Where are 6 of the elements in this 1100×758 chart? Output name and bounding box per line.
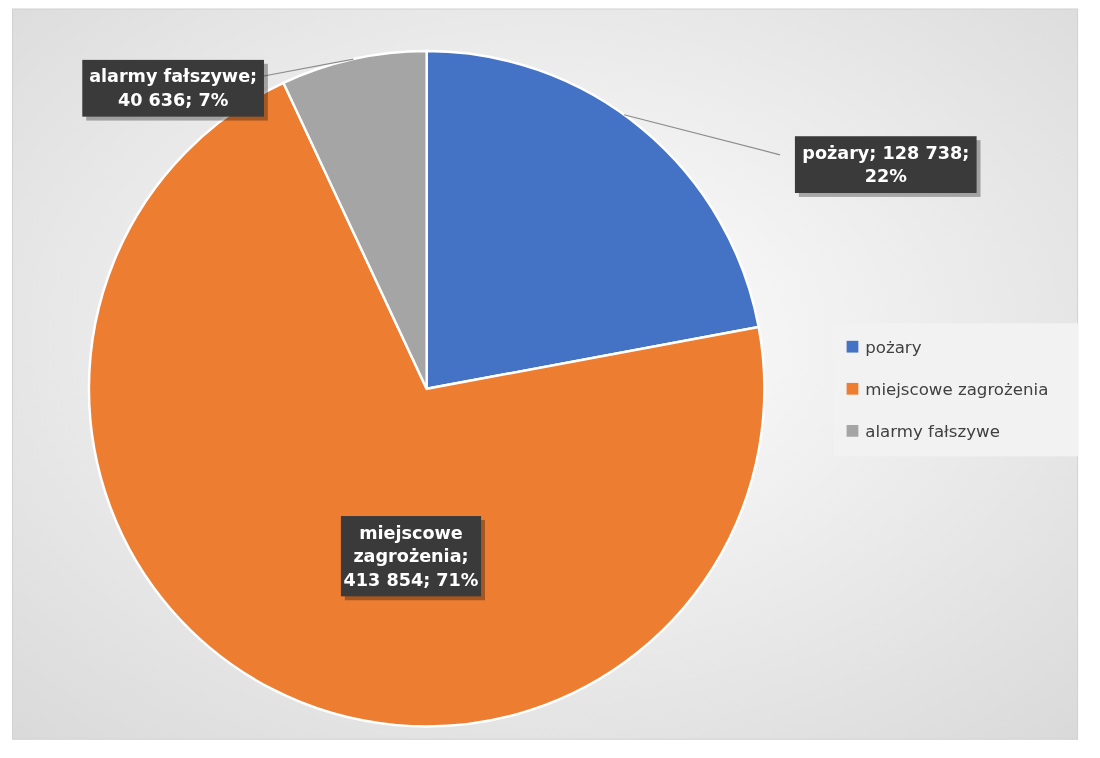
legend-label: alarmy fałszywe <box>865 421 1000 441</box>
data-label: alarmy fałszywe; 40 636; 7% <box>89 66 258 110</box>
slice-label: miejscowe zagrożenia <box>865 379 1049 399</box>
data-label: pożary; 128 738; 22% <box>802 142 970 187</box>
data-label: miejscowe zagrożenia; 413 854; 71% <box>343 522 479 590</box>
legend-label: pożary <box>865 337 922 357</box>
